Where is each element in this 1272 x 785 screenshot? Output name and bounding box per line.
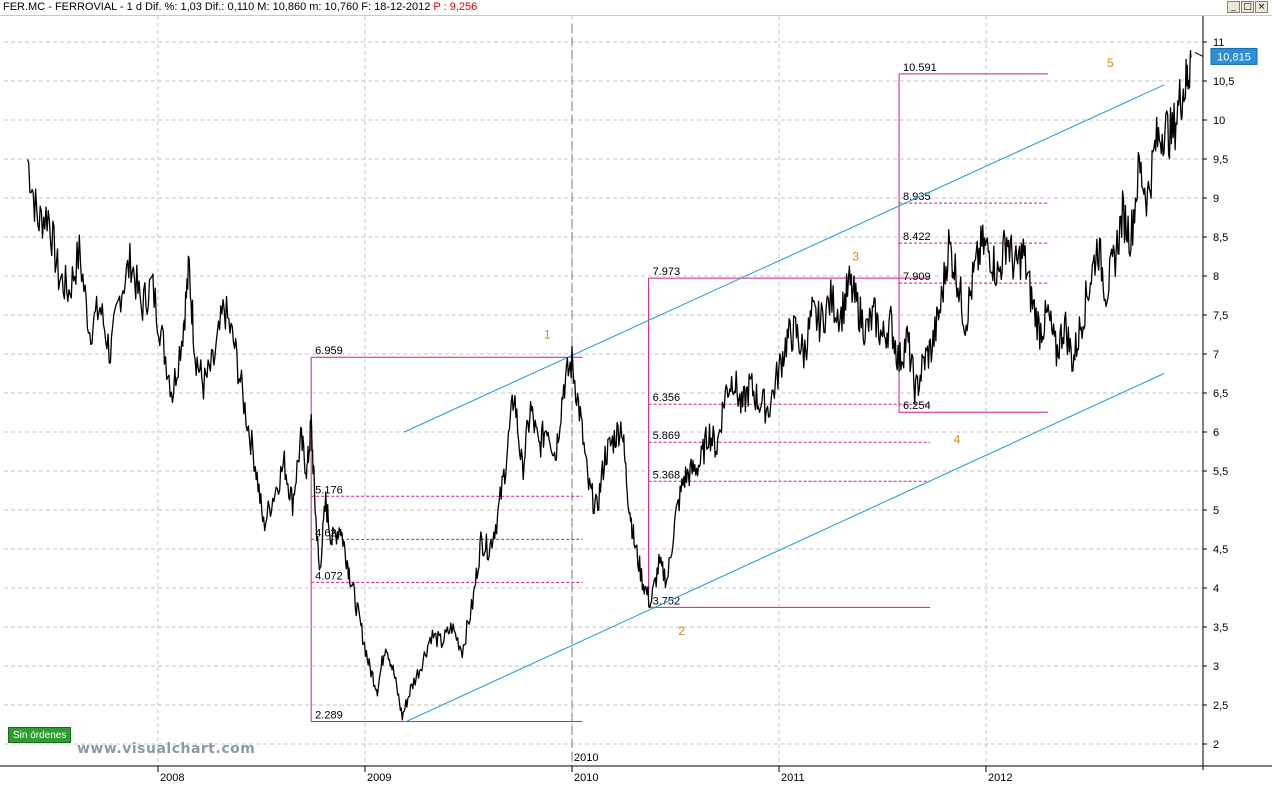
x-tick-label: 2009 — [367, 772, 391, 784]
channel-line — [406, 373, 1165, 722]
y-tick-label: 3,5 — [1213, 622, 1228, 634]
y-tick-label: 8 — [1213, 271, 1219, 283]
y-tick-label: 7 — [1213, 349, 1219, 361]
y-axis: 2 2,5 3 3,5 4 4,5 5 5,5 6 6,5 7 7,5 8 8,5 9 9,5 10 10,5 11 — [1202, 16, 1234, 770]
orders-status-badge[interactable]: Sin órdenes — [8, 727, 72, 743]
fib-level-label: 5.176 — [315, 484, 343, 496]
fib-high-label: 6.959 — [315, 345, 343, 357]
wave-label: 4 — [954, 433, 961, 447]
fib-frame: 7.973 3.752 6.356 5.869 5.368 — [648, 266, 931, 608]
fib-high-label: 10.591 — [903, 62, 937, 74]
wave-label: 2 — [678, 624, 685, 638]
y-tick-label: 10 — [1213, 115, 1225, 127]
y-tick-label: 10,5 — [1213, 76, 1234, 88]
price-series — [26, 49, 1192, 721]
fib-low-label: 3.752 — [653, 595, 681, 607]
y-tick-label: 7,5 — [1213, 310, 1228, 322]
fib-level-label: 4.072 — [315, 570, 343, 582]
wave-label: 3 — [852, 249, 859, 263]
last-price-marker: 10,815 — [1194, 47, 1258, 65]
fibonacci-retracements: 6.9592.2895.1764.6244.0727.9733.7526.356… — [310, 62, 1049, 722]
y-tick-label: 4 — [1213, 583, 1219, 595]
price-line — [26, 49, 1192, 721]
channel-line — [404, 84, 1165, 433]
last-price-label: 10,815 — [1217, 51, 1251, 63]
fib-level-label: 8.935 — [903, 191, 931, 203]
title-bar: FER.MC - FERROVIAL - 1 d Dif. %: 1,03 Di… — [0, 0, 1272, 16]
title-p-value: P : 9,256 — [433, 1, 478, 13]
y-tick-label: 4,5 — [1213, 544, 1228, 556]
y-tick-label: 6 — [1213, 427, 1219, 439]
maximize-button[interactable]: □ — [1241, 1, 1254, 13]
fib-low-label: 2.289 — [315, 709, 343, 721]
x-tick-label: 2012 — [988, 772, 1012, 784]
wave-labels: 1 2 3 4 5 — [544, 56, 1114, 638]
wave-label: 1 — [544, 327, 551, 341]
wave-label: 5 — [1107, 56, 1114, 70]
minimize-button[interactable]: _ — [1227, 1, 1240, 13]
y-tick-label: 3 — [1213, 661, 1219, 673]
y-tick-label: 5,5 — [1213, 466, 1228, 478]
fib-level-label: 6.356 — [653, 392, 681, 404]
watermark: www.visualchart.com — [77, 741, 256, 757]
title-info: FER.MC - FERROVIAL - 1 d Dif. %: 1,03 Di… — [3, 1, 434, 13]
fib-level-label: 7.909 — [903, 271, 931, 283]
last-price-box — [1210, 47, 1258, 65]
fib-level-label: 5.869 — [653, 430, 681, 442]
fib-level-label: 8.422 — [903, 231, 931, 243]
window-title: FER.MC - FERROVIAL - 1 d Dif. %: 1,03 Di… — [3, 1, 477, 13]
x-tick-label: 2008 — [160, 772, 184, 784]
y-tick-label: 6,5 — [1213, 388, 1228, 400]
fib-level-label: 5.368 — [653, 469, 681, 481]
y-tick-label: 2 — [1213, 739, 1219, 751]
chart-grid: 2010 — [4, 16, 1203, 766]
y-tick-label: 9 — [1213, 193, 1219, 205]
year-marker-label: 2010 — [574, 752, 598, 764]
x-axis: 2008 2009 2010 2011 2012 — [0, 765, 1272, 784]
fib-high-label: 7.973 — [653, 266, 681, 278]
trend-channel — [404, 84, 1165, 722]
y-tick-label: 8,5 — [1213, 232, 1228, 244]
x-tick-label: 2010 — [574, 772, 598, 784]
x-tick-label: 2011 — [781, 772, 805, 784]
close-button[interactable]: × — [1255, 1, 1268, 13]
y-tick-label: 11 — [1213, 37, 1224, 49]
last-price-arrow — [1194, 51, 1204, 57]
y-tick-label: 9,5 — [1213, 154, 1228, 166]
y-tick-label: 2,5 — [1213, 700, 1228, 712]
fib-low-label: 6.254 — [903, 400, 931, 412]
y-tick-label: 5 — [1213, 505, 1219, 517]
